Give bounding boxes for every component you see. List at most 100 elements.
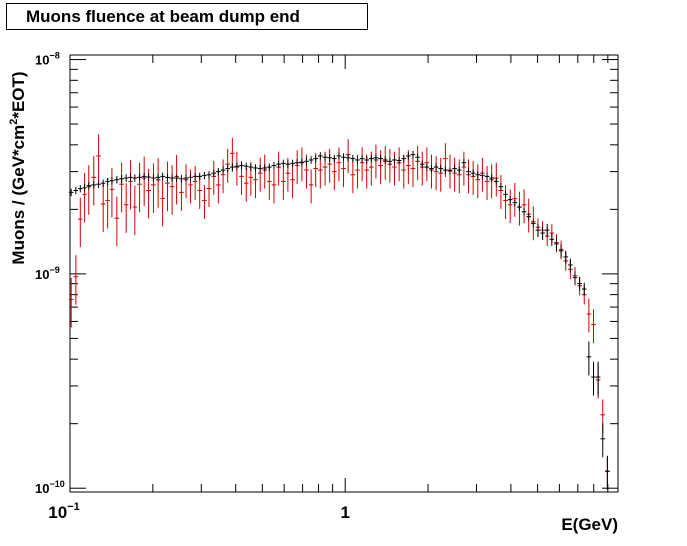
data-point <box>568 258 573 272</box>
plot-frame <box>69 54 619 493</box>
data-point <box>369 154 374 163</box>
data-point <box>105 178 110 229</box>
data-point <box>355 156 360 164</box>
data-point <box>151 174 156 182</box>
data-point <box>415 145 420 180</box>
y-tick-label: 10−10 <box>35 479 65 496</box>
data-point <box>605 455 610 490</box>
data-point <box>317 154 323 189</box>
data-point <box>281 159 286 168</box>
data-point <box>155 173 161 182</box>
data-point <box>595 361 601 396</box>
data-point <box>429 164 434 173</box>
data-point <box>114 176 120 184</box>
data-point <box>174 174 180 182</box>
data-point <box>96 134 101 184</box>
data-point <box>498 183 504 191</box>
x-tick-label: 10−1 <box>48 501 79 522</box>
data-point <box>243 162 249 170</box>
data-point <box>234 162 240 170</box>
data-point <box>141 156 147 207</box>
data-point <box>331 154 337 163</box>
data-point <box>484 172 490 181</box>
data-point <box>415 153 420 162</box>
data-point <box>220 159 226 194</box>
data-point <box>544 223 550 237</box>
data-point <box>350 154 356 163</box>
data-point <box>498 175 504 209</box>
data-point <box>68 277 74 328</box>
data-point <box>521 189 527 224</box>
data-point <box>165 161 170 212</box>
data-point <box>192 166 198 200</box>
data-point <box>225 164 231 173</box>
data-point <box>257 157 263 192</box>
data-point <box>475 171 481 179</box>
data-point <box>424 163 430 171</box>
data-point <box>267 163 272 171</box>
data-point <box>197 172 203 181</box>
data-point <box>239 161 244 170</box>
data-point <box>461 159 467 167</box>
data-point <box>248 163 254 171</box>
data-point <box>507 195 513 204</box>
data-point <box>109 177 115 185</box>
y-tick-label: 10−8 <box>35 51 60 68</box>
data-point <box>410 150 416 159</box>
data-point <box>230 163 235 171</box>
data-point <box>456 166 462 174</box>
data-point <box>456 159 462 194</box>
data-point <box>267 166 272 200</box>
data-point <box>317 152 323 160</box>
data-point <box>197 175 203 209</box>
data-point <box>313 154 318 163</box>
data-point <box>308 156 314 164</box>
data-point <box>359 154 365 163</box>
data-point <box>591 309 596 344</box>
data-point <box>489 174 494 182</box>
data-point <box>123 183 129 233</box>
data-point <box>206 173 212 208</box>
data-point <box>526 212 532 221</box>
data-point <box>387 148 393 183</box>
data-point <box>128 159 133 210</box>
data-point <box>461 151 467 186</box>
data-point <box>105 177 110 186</box>
data-point <box>119 162 124 213</box>
data-point <box>141 172 147 181</box>
data-point <box>290 164 295 199</box>
data-point <box>419 151 425 186</box>
data-point <box>243 167 249 202</box>
data-point <box>433 163 439 171</box>
data-point <box>132 185 138 236</box>
data-point <box>82 184 87 192</box>
data-point <box>86 181 92 190</box>
data-point <box>202 185 207 219</box>
data-point <box>257 164 263 173</box>
data-point <box>443 166 448 174</box>
series-red <box>68 134 610 490</box>
data-point <box>165 173 170 182</box>
data-point <box>146 173 152 181</box>
data-point <box>392 156 397 164</box>
data-point <box>406 152 411 160</box>
data-point <box>378 154 383 163</box>
data-point <box>531 219 536 228</box>
data-point <box>577 277 582 291</box>
data-point <box>512 198 518 207</box>
data-point <box>253 164 258 172</box>
data-point <box>119 175 124 183</box>
data-point <box>78 184 83 193</box>
data-point <box>151 163 156 213</box>
data-point <box>206 171 212 179</box>
data-point <box>304 157 309 166</box>
data-point <box>470 160 476 195</box>
data-point <box>123 174 129 182</box>
data-point <box>452 157 457 192</box>
data-point <box>262 164 268 172</box>
data-point <box>410 153 416 188</box>
data-point <box>327 154 332 162</box>
data-point <box>466 159 471 194</box>
data-point <box>290 159 295 168</box>
